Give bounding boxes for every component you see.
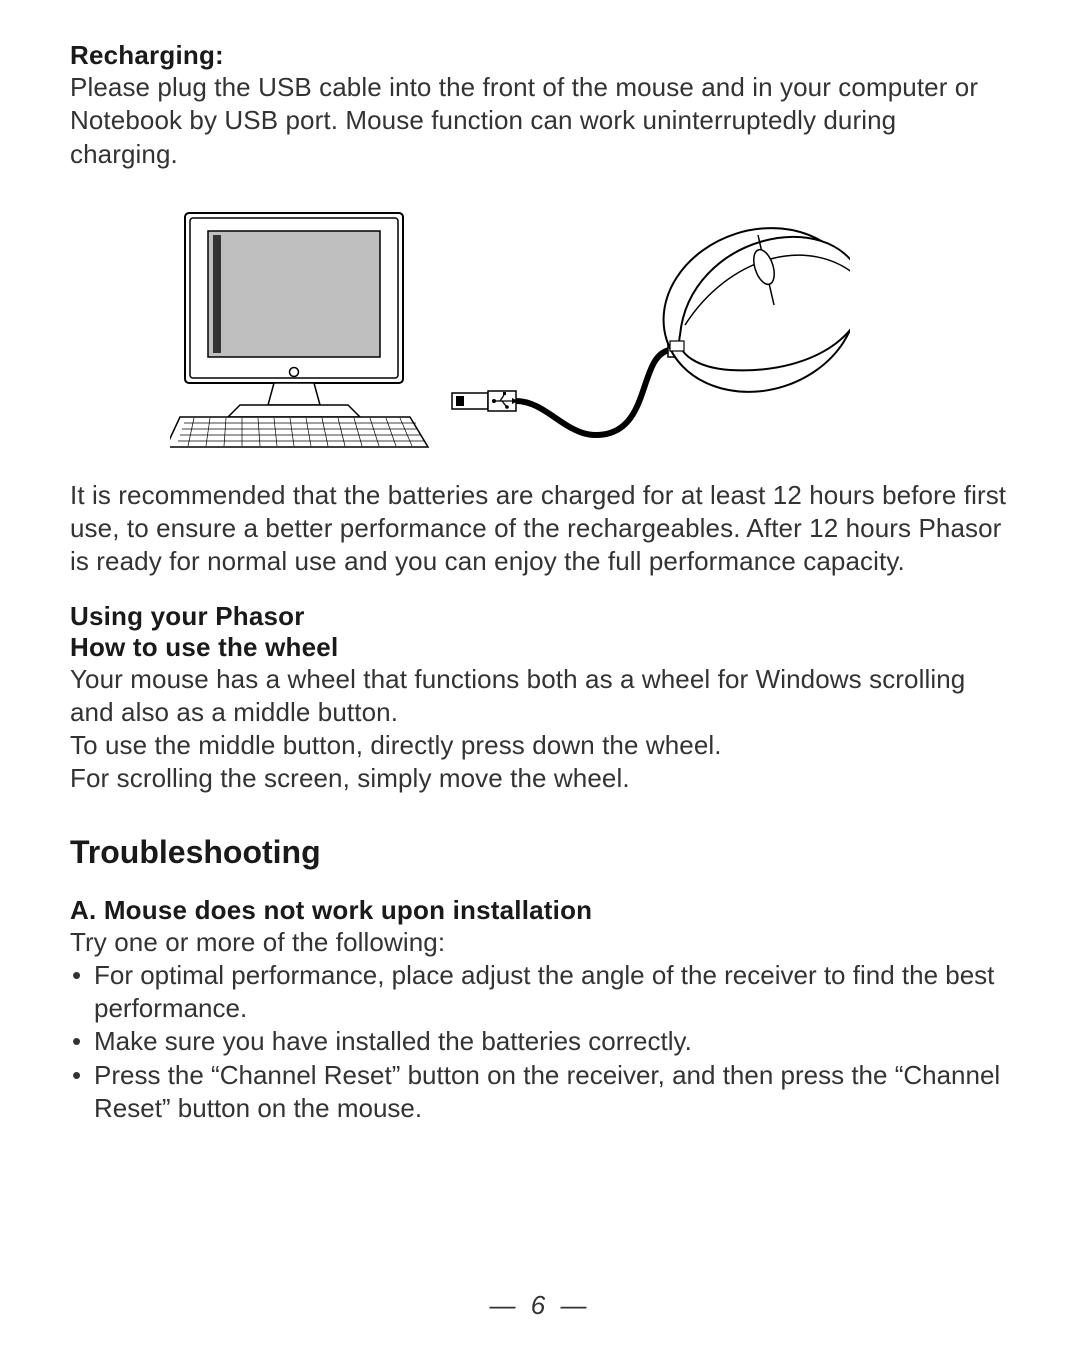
list-item: Press the “Channel Reset” button on the … <box>70 1059 1010 1126</box>
recharging-paragraph-2: It is recommended that the batteries are… <box>70 479 1010 579</box>
using-heading-1: Using your Phasor <box>70 601 1010 632</box>
recharging-paragraph-1: Please plug the USB cable into the front… <box>70 71 1010 171</box>
troubleshooting-sub-a: A. Mouse does not work upon installation <box>70 895 1010 926</box>
using-paragraph-2: To use the middle button, directly press… <box>70 729 1010 762</box>
troubleshooting-title: Troubleshooting <box>70 834 1010 871</box>
troubleshooting-intro: Try one or more of the following: <box>70 926 1010 959</box>
list-item: Make sure you have installed the batteri… <box>70 1025 1010 1058</box>
using-heading-2: How to use the wheel <box>70 632 1010 663</box>
troubleshooting-bullet-list: For optimal performance, place adjust th… <box>70 959 1010 1125</box>
page-number: — 6 — <box>0 1290 1080 1321</box>
monitor-icon <box>185 213 403 417</box>
recharging-heading: Recharging: <box>70 40 1010 71</box>
mouse-icon <box>642 203 850 416</box>
usb-connector-a-icon <box>452 391 518 411</box>
list-item: For optimal performance, place adjust th… <box>70 959 1010 1026</box>
usb-cable-icon <box>516 350 670 435</box>
recharging-diagram <box>170 195 850 455</box>
using-paragraph-1: Your mouse has a wheel that functions bo… <box>70 663 1010 730</box>
keyboard-icon <box>170 417 428 447</box>
using-paragraph-3: For scrolling the screen, simply move th… <box>70 762 1010 795</box>
